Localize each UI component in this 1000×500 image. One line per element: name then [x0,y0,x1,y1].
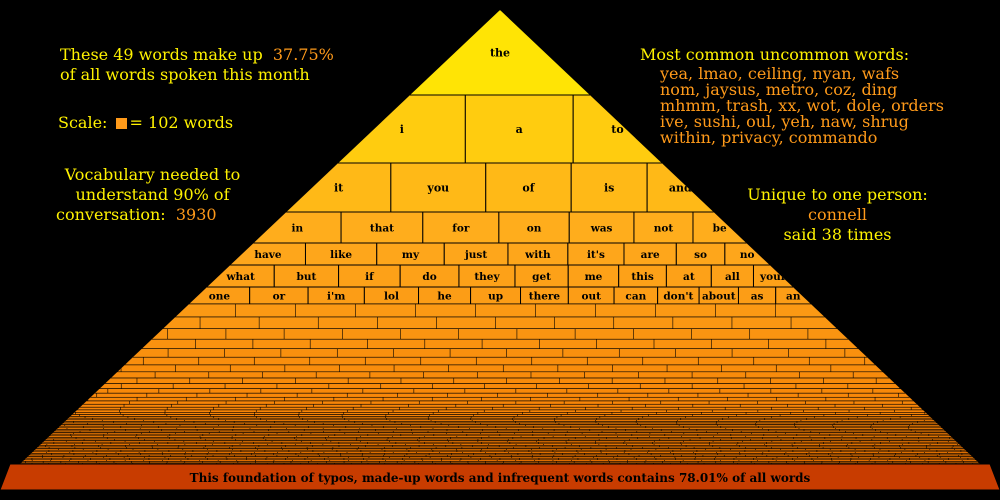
vocab-line-2: understand 90% of [75,185,230,204]
word-label: it's [587,249,605,261]
word-label: or [273,291,286,303]
word-label: about [702,291,736,303]
word-label: a [516,123,523,136]
uncommon-title: Most common uncommon words: [640,45,910,64]
word-label: get [532,271,551,283]
word-label: i'm [327,291,345,303]
word-label: if [365,271,375,283]
uncommon-line-4: ive, sushi, oul, yeh, naw, shrug [660,112,909,131]
word-label: at [683,271,695,283]
unique-title: Unique to one person: [747,185,928,204]
word-label: and [669,182,692,195]
word-block-for [422,211,500,244]
word-label: he [437,291,452,303]
uncommon-line-5: within, privacy, commando [660,128,878,147]
share-value: 37.75% [272,45,334,64]
word-label: lol [384,291,399,303]
word-label: my [402,249,420,261]
vocab-value: 3930 [175,205,217,224]
uncommon-line-1: yea, lmao, ceiling, nyan, wafs [660,64,900,83]
scale-value: = 102 words [129,113,234,132]
word-label: so [694,249,707,261]
word-block-is [570,162,648,213]
word-block-of [485,162,572,213]
word-label: with [524,249,551,261]
word-label: on [527,223,542,235]
foundation-band [0,463,1000,491]
word-label: they [474,271,500,283]
share-line-1: These 49 words make up 37.75% [60,45,334,64]
word-label: in [292,223,304,235]
scale-legend: Scale: = 102 words [58,114,233,132]
scale-block-icon [115,118,127,129]
word-label: of [522,182,535,195]
vocab-line-3: conversation: 3930 [56,205,217,224]
word-label: that [370,223,394,235]
uncommon-line-2: nom, jaysus, metro, coz, ding [660,80,898,99]
word-label: not [654,223,674,235]
word-label: all [725,271,740,283]
word-label: no [740,249,755,261]
word-label: be [713,223,727,235]
word-block-not [633,211,694,244]
word-label: is [604,182,614,195]
word-label: the [490,47,510,60]
word-label: there [529,291,561,303]
scale-label: Scale: [58,113,108,132]
word-label: up [488,291,503,303]
word-label: one [209,291,231,303]
word-label: what [226,271,255,283]
word-label: don't [663,291,693,303]
word-label: have [254,249,282,261]
word-label: out [581,291,601,303]
word-block-you [390,162,487,213]
foundation-label: This foundation of typos, made-up words … [190,471,811,485]
word-label: can [625,291,646,303]
word-label: are [641,249,660,261]
uncommon-line-3: mhmm, trash, xx, wot, dole, orders [660,96,944,115]
word-label: but [297,271,317,283]
word-label: was [590,223,613,235]
word-label: for [452,223,470,235]
unique-word: connell [808,205,867,224]
word-label: it [334,182,344,195]
share-line-2: of all words spoken this month [60,65,310,84]
word-block-that [340,211,424,244]
word-label: this [631,271,653,283]
word-label: me [585,271,603,283]
vocab-line-1: Vocabulary needed to [64,165,241,184]
word-label: as [751,291,764,303]
word-label: like [330,249,352,261]
word-label: do [422,271,436,283]
word-label: i [400,123,404,136]
word-label: an [786,291,801,303]
word-label: just [464,249,487,261]
word-label: to [611,123,623,136]
unique-count: said 38 times [783,225,892,244]
word-label: you [426,182,449,195]
word-label: your [759,271,787,283]
word-block-on [498,211,570,244]
